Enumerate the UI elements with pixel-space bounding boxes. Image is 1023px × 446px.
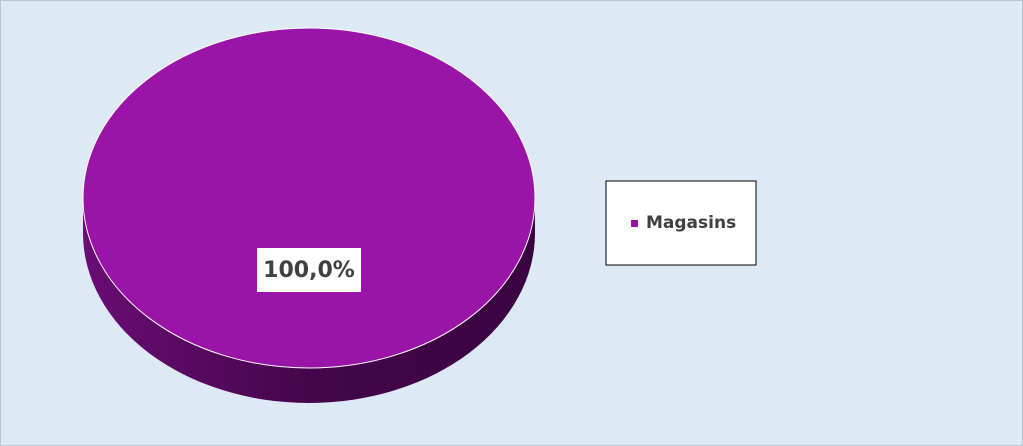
legend: Magasins (631, 213, 736, 233)
value-label: 100,0% (263, 258, 355, 283)
pie-slice (82, 27, 536, 369)
pie-side (83, 198, 535, 403)
labels: 100,0% (257, 248, 361, 292)
slices (82, 27, 536, 369)
legend-label: Magasins (646, 213, 736, 233)
value-label-box (257, 248, 361, 292)
legend-marker (631, 220, 638, 227)
